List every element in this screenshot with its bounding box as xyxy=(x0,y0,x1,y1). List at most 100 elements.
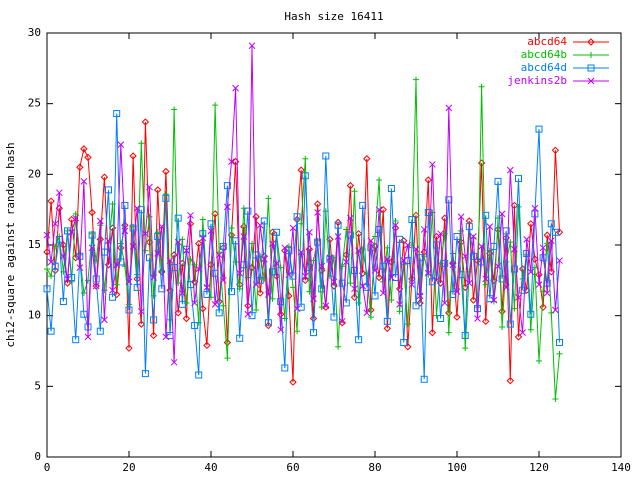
point xyxy=(383,324,392,333)
point xyxy=(387,184,395,192)
point xyxy=(375,273,383,282)
point xyxy=(260,217,268,225)
point xyxy=(506,376,515,385)
point xyxy=(199,230,207,238)
point xyxy=(294,328,301,335)
point xyxy=(371,267,379,274)
point xyxy=(531,204,539,212)
point xyxy=(285,271,293,279)
point xyxy=(129,243,137,250)
point xyxy=(244,310,252,318)
point xyxy=(506,320,514,328)
point xyxy=(297,248,305,256)
point xyxy=(203,290,211,298)
point xyxy=(199,216,206,223)
point xyxy=(478,83,485,90)
point xyxy=(220,302,227,309)
point xyxy=(523,235,531,243)
point xyxy=(338,317,346,325)
point xyxy=(519,329,526,336)
point xyxy=(72,210,79,217)
point xyxy=(158,285,166,293)
point xyxy=(503,258,510,265)
point xyxy=(170,251,178,259)
point xyxy=(399,237,408,245)
point xyxy=(190,278,199,286)
point xyxy=(539,254,547,262)
point xyxy=(101,316,108,324)
point xyxy=(481,317,490,326)
point xyxy=(359,201,367,209)
point xyxy=(355,336,363,344)
point xyxy=(379,205,387,214)
point xyxy=(47,197,55,205)
point xyxy=(224,203,231,211)
point xyxy=(109,293,117,301)
point xyxy=(68,228,75,236)
point xyxy=(211,301,219,308)
point xyxy=(293,213,301,221)
point xyxy=(117,141,125,149)
point xyxy=(392,221,399,229)
point xyxy=(47,327,55,335)
point xyxy=(207,220,215,228)
point xyxy=(265,291,272,298)
point xyxy=(212,102,219,109)
point xyxy=(424,269,432,277)
point xyxy=(256,276,264,284)
point xyxy=(60,252,67,260)
point xyxy=(195,371,203,379)
point xyxy=(281,244,289,252)
point xyxy=(309,314,318,323)
point xyxy=(441,299,449,307)
point xyxy=(182,314,191,323)
point xyxy=(174,238,182,246)
point xyxy=(216,249,223,256)
point xyxy=(527,268,535,276)
point xyxy=(105,186,112,194)
point xyxy=(462,345,469,352)
point xyxy=(43,231,51,239)
legend-label: abcd64 xyxy=(527,35,567,48)
point xyxy=(64,275,71,283)
point xyxy=(507,239,514,246)
point xyxy=(84,333,92,341)
point xyxy=(59,298,67,306)
point xyxy=(482,211,490,219)
point xyxy=(404,241,412,249)
point xyxy=(326,254,334,262)
point xyxy=(539,244,547,252)
point xyxy=(92,282,100,290)
point xyxy=(273,228,281,236)
legend-label: abcd64d xyxy=(521,61,567,74)
point xyxy=(314,209,321,216)
point xyxy=(556,339,563,347)
point xyxy=(142,247,149,254)
point xyxy=(313,200,322,208)
point xyxy=(88,244,96,252)
point xyxy=(48,273,55,280)
point xyxy=(191,322,199,330)
point xyxy=(178,289,186,297)
point xyxy=(469,296,478,304)
point xyxy=(383,255,391,263)
point xyxy=(105,237,112,245)
point xyxy=(310,329,317,337)
point xyxy=(141,118,150,126)
point xyxy=(404,321,411,328)
point xyxy=(551,228,559,236)
point xyxy=(154,250,162,257)
point xyxy=(153,186,162,194)
point xyxy=(129,224,137,232)
point xyxy=(273,260,280,267)
point xyxy=(412,302,420,310)
point xyxy=(445,329,452,336)
point xyxy=(367,237,375,245)
x-tick-label: 0 xyxy=(44,461,51,474)
point xyxy=(228,158,235,165)
point xyxy=(536,357,542,364)
point xyxy=(133,204,141,212)
point xyxy=(383,317,391,325)
point xyxy=(252,281,260,288)
point xyxy=(339,263,346,270)
